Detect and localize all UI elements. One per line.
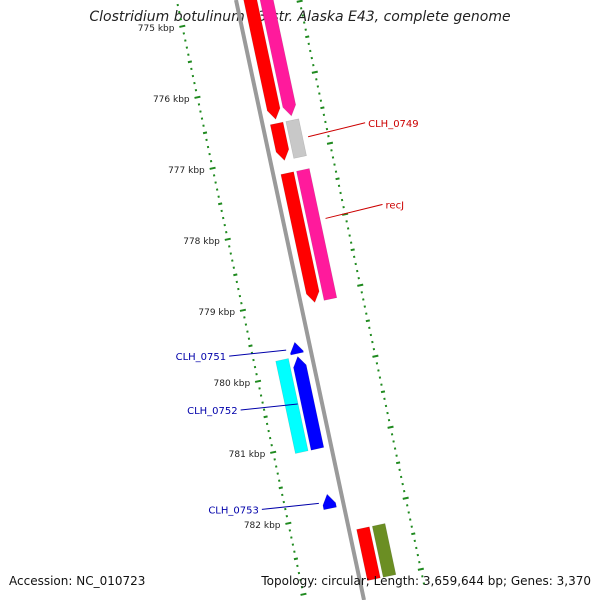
tick-mark-outer bbox=[305, 35, 310, 39]
gene-clh-0752-blue bbox=[293, 355, 325, 451]
genome-title: Clostridium botulinum E3 str. Alaska E43… bbox=[89, 9, 511, 25]
tick-mark-outer bbox=[417, 567, 424, 571]
tick-mark-inner bbox=[233, 273, 238, 277]
tick-label-778: 778 kbp bbox=[183, 237, 220, 247]
tick-label-776: 776 kbp bbox=[153, 95, 190, 105]
tick-mark-outer bbox=[335, 177, 340, 181]
backbone-line bbox=[234, 0, 366, 600]
gene-label-recj: recJ bbox=[386, 200, 405, 211]
tick-label-779: 779 kbp bbox=[198, 308, 235, 318]
tick-mark-inner bbox=[187, 60, 193, 64]
gene-clh-0749-outer bbox=[285, 118, 307, 159]
tick-label-777: 777 kbp bbox=[168, 166, 205, 176]
gene-clh-0753 bbox=[322, 493, 337, 511]
leader-line bbox=[261, 502, 319, 510]
tick-mark-outer bbox=[395, 461, 401, 465]
tick-mark-outer bbox=[387, 425, 394, 429]
tick-mark-inner bbox=[218, 202, 223, 206]
genome-summary-text: Topology: circular; Length: 3,659,644 bp… bbox=[261, 574, 591, 588]
genome-backbone bbox=[234, 0, 366, 600]
gene-recj-inner bbox=[280, 171, 320, 303]
tick-mark-outer bbox=[311, 70, 318, 74]
tick-mark-inner bbox=[285, 521, 292, 525]
leader-line bbox=[229, 349, 287, 357]
tick-mark-outer bbox=[365, 319, 370, 323]
tick-mark-outer bbox=[320, 106, 325, 110]
tick-mark-inner bbox=[254, 379, 262, 383]
gene-clh-0752-cyan bbox=[275, 358, 309, 454]
tick-mark-outer bbox=[326, 141, 334, 145]
tick-mark-outer bbox=[350, 248, 355, 252]
tick-label-781: 781 kbp bbox=[229, 450, 266, 460]
gene-labels: CLH_0749 recJ CLH_0751 CLH_0752 CLH_0753 bbox=[176, 119, 419, 517]
leader-line bbox=[240, 403, 298, 411]
gene-bottom-olive bbox=[371, 523, 397, 578]
tick-mark-outer bbox=[357, 283, 364, 287]
tick-label-780: 780 kbp bbox=[214, 379, 251, 389]
gene-feat-1-outer bbox=[259, 0, 297, 117]
tick-mark-inner bbox=[278, 486, 283, 490]
tick-mark-inner bbox=[239, 308, 247, 312]
tick-mark-inner bbox=[179, 24, 186, 28]
leader-line bbox=[325, 203, 383, 219]
tick-mark-inner bbox=[300, 592, 307, 596]
gene-recj-outer bbox=[296, 168, 338, 301]
gene-bottom-red bbox=[356, 526, 381, 581]
tick-mark-inner bbox=[293, 557, 299, 561]
tick-mark-outer bbox=[341, 212, 349, 216]
gene-features bbox=[243, 0, 397, 581]
tick-label-775: 775 kbp bbox=[138, 24, 175, 34]
gene-clh-0751 bbox=[290, 341, 304, 356]
tick-mark-inner bbox=[202, 131, 208, 135]
gene-label-clh_0753: CLH_0753 bbox=[208, 505, 259, 516]
tick-mark-inner bbox=[194, 95, 201, 99]
tick-mark-outer bbox=[296, 0, 303, 3]
gene-label-clh_0751: CLH_0751 bbox=[176, 352, 227, 363]
leader-line bbox=[308, 122, 366, 138]
ruler-ticks: 775 kbp 776 kbp 777 kbp 778 kbp 779 kbp 780 k… bbox=[138, 0, 426, 596]
accession-text: Accession: NC_010723 bbox=[9, 574, 146, 588]
gene-label-clh_0749: CLH_0749 bbox=[368, 119, 419, 130]
tick-mark-outer bbox=[380, 390, 386, 394]
tick-mark-outer bbox=[402, 496, 409, 500]
tick-mark-inner bbox=[263, 415, 268, 419]
gene-clh-0749-inner bbox=[269, 121, 290, 161]
tick-label-782: 782 kbp bbox=[244, 521, 281, 531]
tick-mark-inner bbox=[224, 237, 231, 241]
gene-feat-1 bbox=[243, 0, 281, 120]
tick-mark-inner bbox=[248, 344, 253, 348]
tick-mark-outer bbox=[372, 354, 379, 358]
tick-mark-outer bbox=[411, 532, 416, 536]
tick-mark-inner bbox=[209, 166, 216, 170]
tick-mark-inner bbox=[270, 450, 277, 454]
gene-label-clh_0752: CLH_0752 bbox=[187, 406, 238, 417]
